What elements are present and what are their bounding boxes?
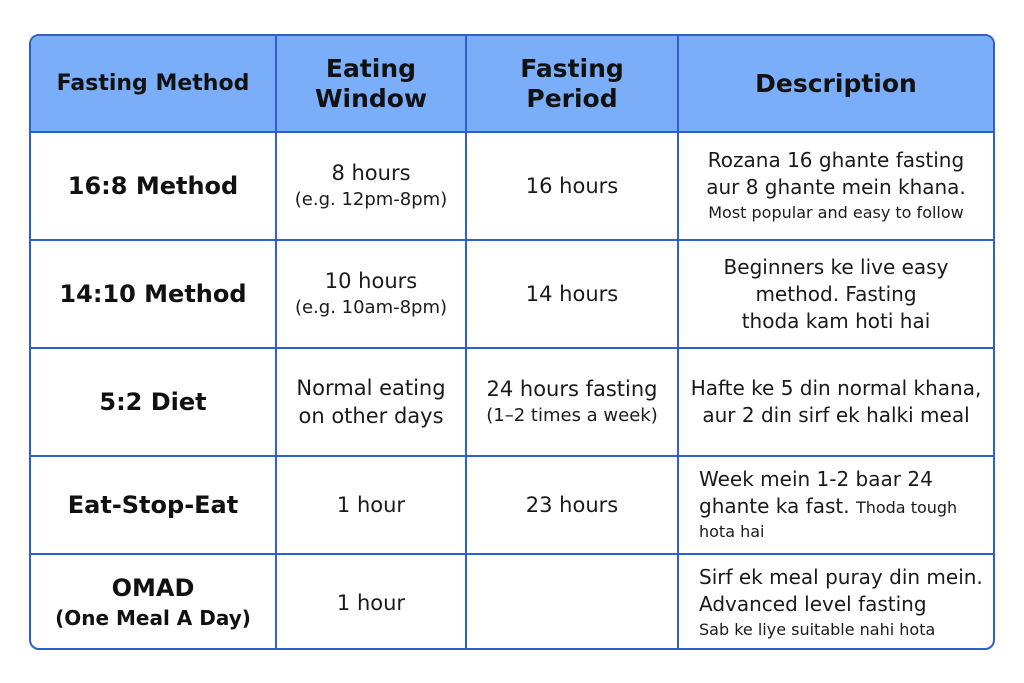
description-note: Sab ke liye suitable nahi hota xyxy=(699,619,936,639)
fasting-period-value: 24 hours fasting xyxy=(486,377,658,401)
eating-window-cell: Normal eating on other days xyxy=(275,347,467,457)
description-note: Most popular and easy to follow xyxy=(708,203,964,222)
method-cell: 5:2 Diet xyxy=(31,347,277,457)
header-fasting-method-label: Fasting Method xyxy=(56,70,250,96)
fasting-period-value: 14 hours xyxy=(525,282,619,306)
description-line: thoda kam hoti hai xyxy=(741,308,931,333)
fasting-period-value: 16 hours xyxy=(525,174,619,198)
method-name: 5:2 Diet xyxy=(99,388,207,416)
table-body: 16:8 Method 8 hours (e.g. 12pm-8pm) 16 h… xyxy=(31,131,993,648)
method-cell: Eat-Stop-Eat xyxy=(31,455,277,555)
eating-window-value: 10 hours xyxy=(324,269,418,293)
description-note: hota hai xyxy=(699,522,765,541)
eating-window-cell: 10 hours (e.g. 10am-8pm) xyxy=(275,239,467,349)
method-cell: OMAD (One Meal A Day) xyxy=(31,553,277,648)
eating-window-cell: 8 hours (e.g. 12pm-8pm) xyxy=(275,131,467,241)
description-line: Sirf ek meal puray din mein. xyxy=(699,564,983,589)
method-name: Eat-Stop-Eat xyxy=(67,491,239,519)
fasting-period-cell xyxy=(465,553,679,648)
header-fasting-period: Fasting Period xyxy=(465,36,679,133)
description-cell: Sirf ek meal puray din mein. Advanced le… xyxy=(677,553,993,648)
method-name: OMAD xyxy=(111,573,195,602)
header-eating-line1: Eating xyxy=(325,53,417,83)
description-line: Advanced level fasting xyxy=(699,591,927,616)
table-header: Fasting Method Eating Window Fasting Per… xyxy=(31,36,993,133)
header-fasting-line1: Fasting xyxy=(520,53,624,83)
eating-window-line: Normal eating xyxy=(296,376,446,400)
method-name: 14:10 Method xyxy=(59,280,247,308)
fasting-period-value: 23 hours xyxy=(525,493,619,517)
eating-window-example: (e.g. 10am-8pm) xyxy=(294,297,448,318)
method-cell: 16:8 Method xyxy=(31,131,277,241)
fasting-period-cell: 16 hours xyxy=(465,131,679,241)
table-row: OMAD (One Meal A Day) 1 hour Sirf ek mea… xyxy=(31,553,993,648)
header-fasting-line2: Period xyxy=(526,83,618,113)
eating-window-value: 1 hour xyxy=(336,590,406,615)
description-note: Thoda tough xyxy=(855,498,958,517)
fasting-period-cell: 14 hours xyxy=(465,239,679,349)
table-row: Eat-Stop-Eat 1 hour 23 hours Week mein 1… xyxy=(31,455,993,555)
description-line: Rozana 16 ghante fasting xyxy=(707,148,965,172)
description-line: aur 8 ghante mein khana. xyxy=(706,175,966,199)
table-row: 14:10 Method 10 hours (e.g. 10am-8pm) 14… xyxy=(31,239,993,349)
eating-window-example: (e.g. 12pm-8pm) xyxy=(294,189,448,210)
header-eating-window: Eating Window xyxy=(275,36,467,133)
table-row: 5:2 Diet Normal eating on other days 24 … xyxy=(31,347,993,457)
description-line: method. Fasting xyxy=(755,281,917,306)
header-description-label: Description xyxy=(755,68,917,98)
description-line: aur 2 din sirf ek halki meal xyxy=(702,403,970,427)
description-line-mixed: ghante ka fast. Thoda tough xyxy=(699,493,983,520)
eating-window-line: on other days xyxy=(298,404,444,428)
description-line: Beginners ke live easy xyxy=(723,254,949,279)
method-name: 16:8 Method xyxy=(67,172,239,200)
eating-window-value: 1 hour xyxy=(336,493,406,517)
description-cell: Beginners ke live easy method. Fasting t… xyxy=(677,239,993,349)
fasting-methods-table: Fasting Method Eating Window Fasting Per… xyxy=(31,36,993,648)
eating-window-cell: 1 hour xyxy=(275,553,467,648)
fasting-table-card: Fasting Method Eating Window Fasting Per… xyxy=(29,34,995,650)
eating-window-cell: 1 hour xyxy=(275,455,467,555)
description-line: Hafte ke 5 din normal khana, xyxy=(690,376,982,400)
description-cell: Rozana 16 ghante fasting aur 8 ghante me… xyxy=(677,131,993,241)
fasting-period-cell: 23 hours xyxy=(465,455,679,555)
description-cell: Hafte ke 5 din normal khana, aur 2 din s… xyxy=(677,347,993,457)
header-row: Fasting Method Eating Window Fasting Per… xyxy=(31,36,993,133)
table-row: 16:8 Method 8 hours (e.g. 12pm-8pm) 16 h… xyxy=(31,131,993,241)
fasting-period-frequency: (1–2 times a week) xyxy=(486,405,658,426)
method-cell: 14:10 Method xyxy=(31,239,277,349)
method-subtitle: (One Meal A Day) xyxy=(55,605,251,630)
eating-window-value: 8 hours xyxy=(331,161,411,185)
description-line: ghante ka fast. xyxy=(699,494,850,518)
description-cell: Week mein 1-2 baar 24 ghante ka fast. Th… xyxy=(677,455,993,555)
header-eating-line2: Window xyxy=(314,83,428,113)
description-line: Week mein 1-2 baar 24 xyxy=(699,467,933,491)
header-fasting-method: Fasting Method xyxy=(31,36,277,133)
header-description: Description xyxy=(677,36,993,133)
fasting-period-cell: 24 hours fasting (1–2 times a week) xyxy=(465,347,679,457)
